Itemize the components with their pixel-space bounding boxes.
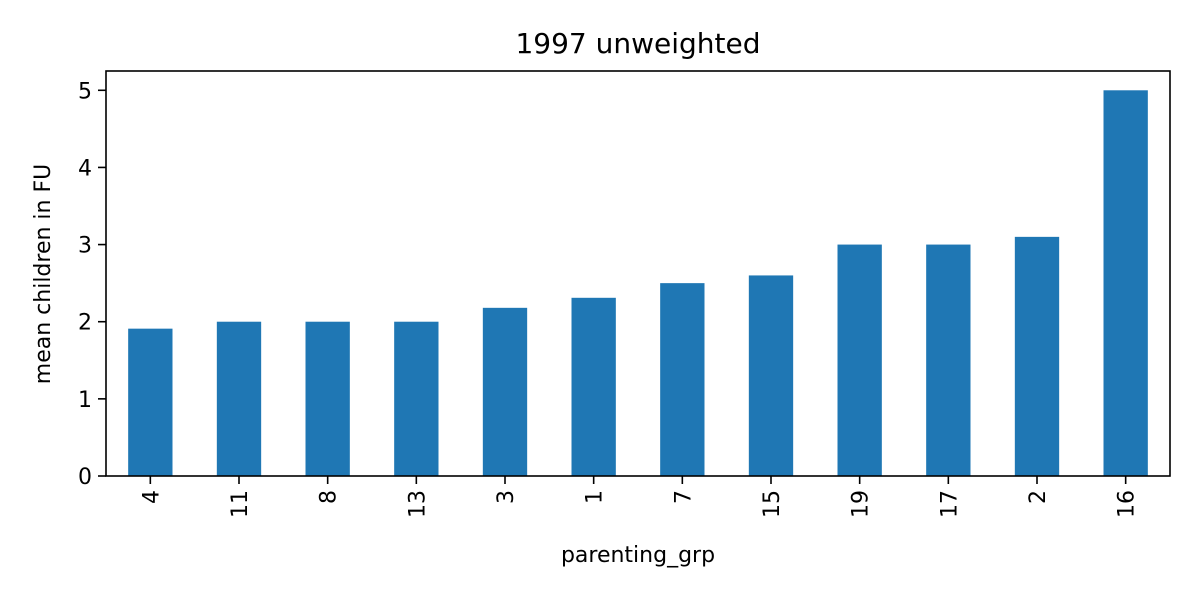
bar-13: [394, 321, 439, 476]
x-tick-label: 11: [228, 490, 253, 518]
bar-19: [837, 244, 882, 476]
x-tick-label: 13: [405, 490, 430, 518]
x-tick-label: 1: [583, 490, 608, 504]
bar-4: [128, 328, 173, 476]
bar-7: [660, 283, 705, 476]
x-tick-label: 8: [317, 490, 342, 504]
bar-3: [482, 307, 528, 476]
bar-17: [926, 244, 971, 476]
x-tick-label: 16: [1115, 490, 1140, 518]
bar-1: [571, 297, 616, 476]
x-tick-label: 19: [849, 490, 874, 518]
chart-title: 1997 unweighted: [515, 27, 760, 60]
y-tick-label: 4: [78, 156, 92, 181]
bar-2: [1014, 236, 1060, 476]
x-tick-label: 7: [671, 490, 696, 504]
bar-11: [216, 321, 262, 476]
y-tick-label: 3: [78, 234, 92, 259]
bar-15: [748, 275, 794, 476]
bar-16: [1103, 90, 1148, 476]
x-tick-label: 15: [760, 490, 785, 518]
y-tick-label: 1: [78, 388, 92, 413]
plot-frame: [105, 70, 1171, 477]
bar-8: [305, 321, 350, 476]
y-tick-label: 0: [78, 465, 92, 490]
x-tick-label: 4: [139, 490, 164, 504]
x-tick-label: 17: [937, 490, 962, 518]
x-axis-label: parenting_grp: [561, 543, 715, 568]
x-tick-label: 3: [494, 490, 519, 504]
y-axis-label: mean children in FU: [31, 164, 56, 384]
y-tick-label: 2: [78, 311, 92, 336]
x-tick-label: 2: [1026, 490, 1051, 504]
y-tick-label: 5: [78, 79, 92, 104]
